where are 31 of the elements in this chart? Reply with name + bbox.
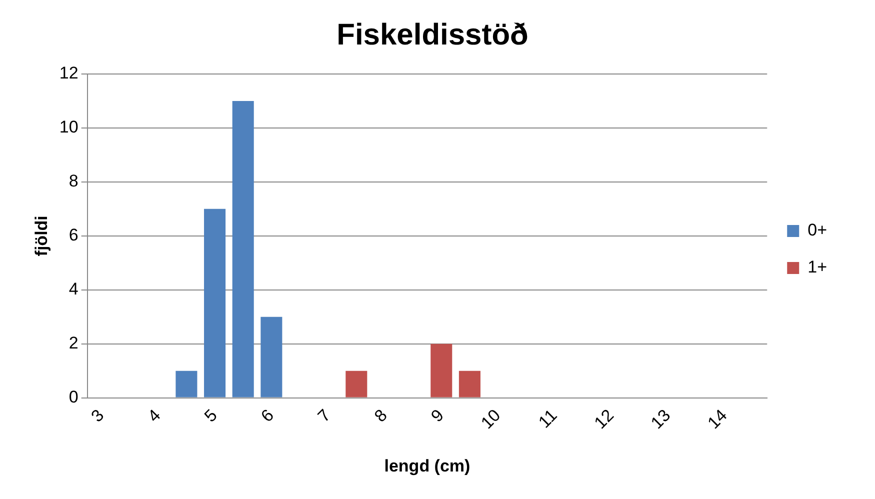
x-tick-label: 3	[87, 406, 108, 426]
bar	[204, 208, 226, 398]
y-tick-label: 2	[68, 334, 78, 353]
legend-label: 0+	[808, 220, 828, 240]
x-tick-label: 6	[257, 406, 278, 426]
bar	[346, 370, 368, 398]
y-axis-title: fjöldi	[32, 216, 51, 256]
x-tick-label: 4	[144, 406, 164, 426]
x-tick-label: 7	[314, 406, 334, 426]
y-tick-label: 12	[59, 64, 78, 83]
y-tick-label: 6	[68, 226, 78, 245]
x-tick-label: 11	[534, 406, 561, 432]
x-tick-label: 9	[427, 406, 448, 426]
bar	[458, 370, 480, 398]
x-axis-title: lengd (cm)	[384, 456, 470, 476]
bar	[260, 316, 282, 398]
y-tick-label: 0	[68, 387, 78, 406]
x-tick-label: 8	[370, 406, 391, 426]
bar	[176, 370, 198, 398]
chart-title: Fiskeldisstöð	[336, 18, 528, 52]
x-tick-label: 14	[704, 406, 731, 433]
legend-label: 1+	[808, 258, 828, 277]
y-tick-label: 4	[68, 280, 78, 299]
y-tick-label: 10	[59, 118, 78, 137]
bar	[430, 344, 452, 398]
x-tick-label: 10	[477, 406, 504, 433]
x-tick-label: 13	[647, 406, 674, 433]
y-tick-label: 8	[68, 172, 78, 191]
x-tick-label: 12	[590, 406, 618, 433]
x-tick-label: 5	[200, 406, 221, 426]
bar	[232, 100, 254, 398]
